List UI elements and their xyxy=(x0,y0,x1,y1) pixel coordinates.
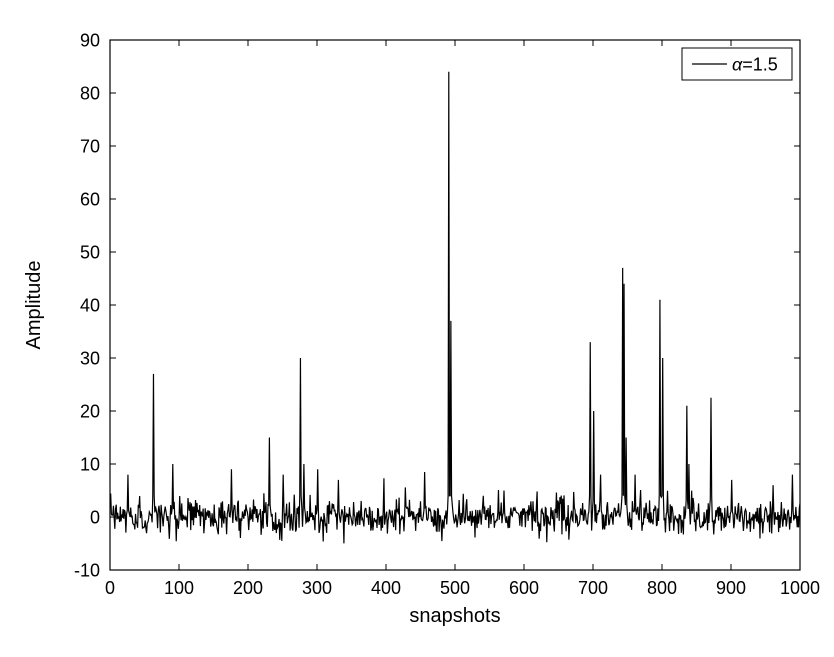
y-tick-label: 50 xyxy=(80,242,100,262)
x-tick-label: 300 xyxy=(302,578,332,598)
y-tick-label: 10 xyxy=(80,454,100,474)
x-tick-label: 0 xyxy=(105,578,115,598)
chart-container: 01002003004005006007008009001000-1001020… xyxy=(0,0,834,657)
y-tick-label: 0 xyxy=(90,507,100,527)
y-tick-label: -10 xyxy=(74,560,100,580)
y-tick-label: 30 xyxy=(80,348,100,368)
x-tick-label: 700 xyxy=(578,578,608,598)
x-tick-label: 100 xyxy=(164,578,194,598)
line-chart: 01002003004005006007008009001000-1001020… xyxy=(0,0,834,657)
x-tick-label: 900 xyxy=(716,578,746,598)
x-tick-label: 1000 xyxy=(780,578,820,598)
y-tick-label: 70 xyxy=(80,136,100,156)
x-tick-label: 600 xyxy=(509,578,539,598)
x-axis-label: snapshots xyxy=(409,605,500,627)
y-tick-label: 90 xyxy=(80,30,100,50)
y-tick-label: 40 xyxy=(80,295,100,315)
legend-label: α=1.5 xyxy=(732,54,778,74)
x-tick-label: 500 xyxy=(440,578,470,598)
x-tick-label: 800 xyxy=(647,578,677,598)
y-tick-label: 20 xyxy=(80,401,100,421)
x-tick-label: 400 xyxy=(371,578,401,598)
y-tick-label: 80 xyxy=(80,83,100,103)
y-axis-label: Amplitude xyxy=(23,261,45,350)
x-tick-label: 200 xyxy=(233,578,263,598)
y-tick-label: 60 xyxy=(80,189,100,209)
